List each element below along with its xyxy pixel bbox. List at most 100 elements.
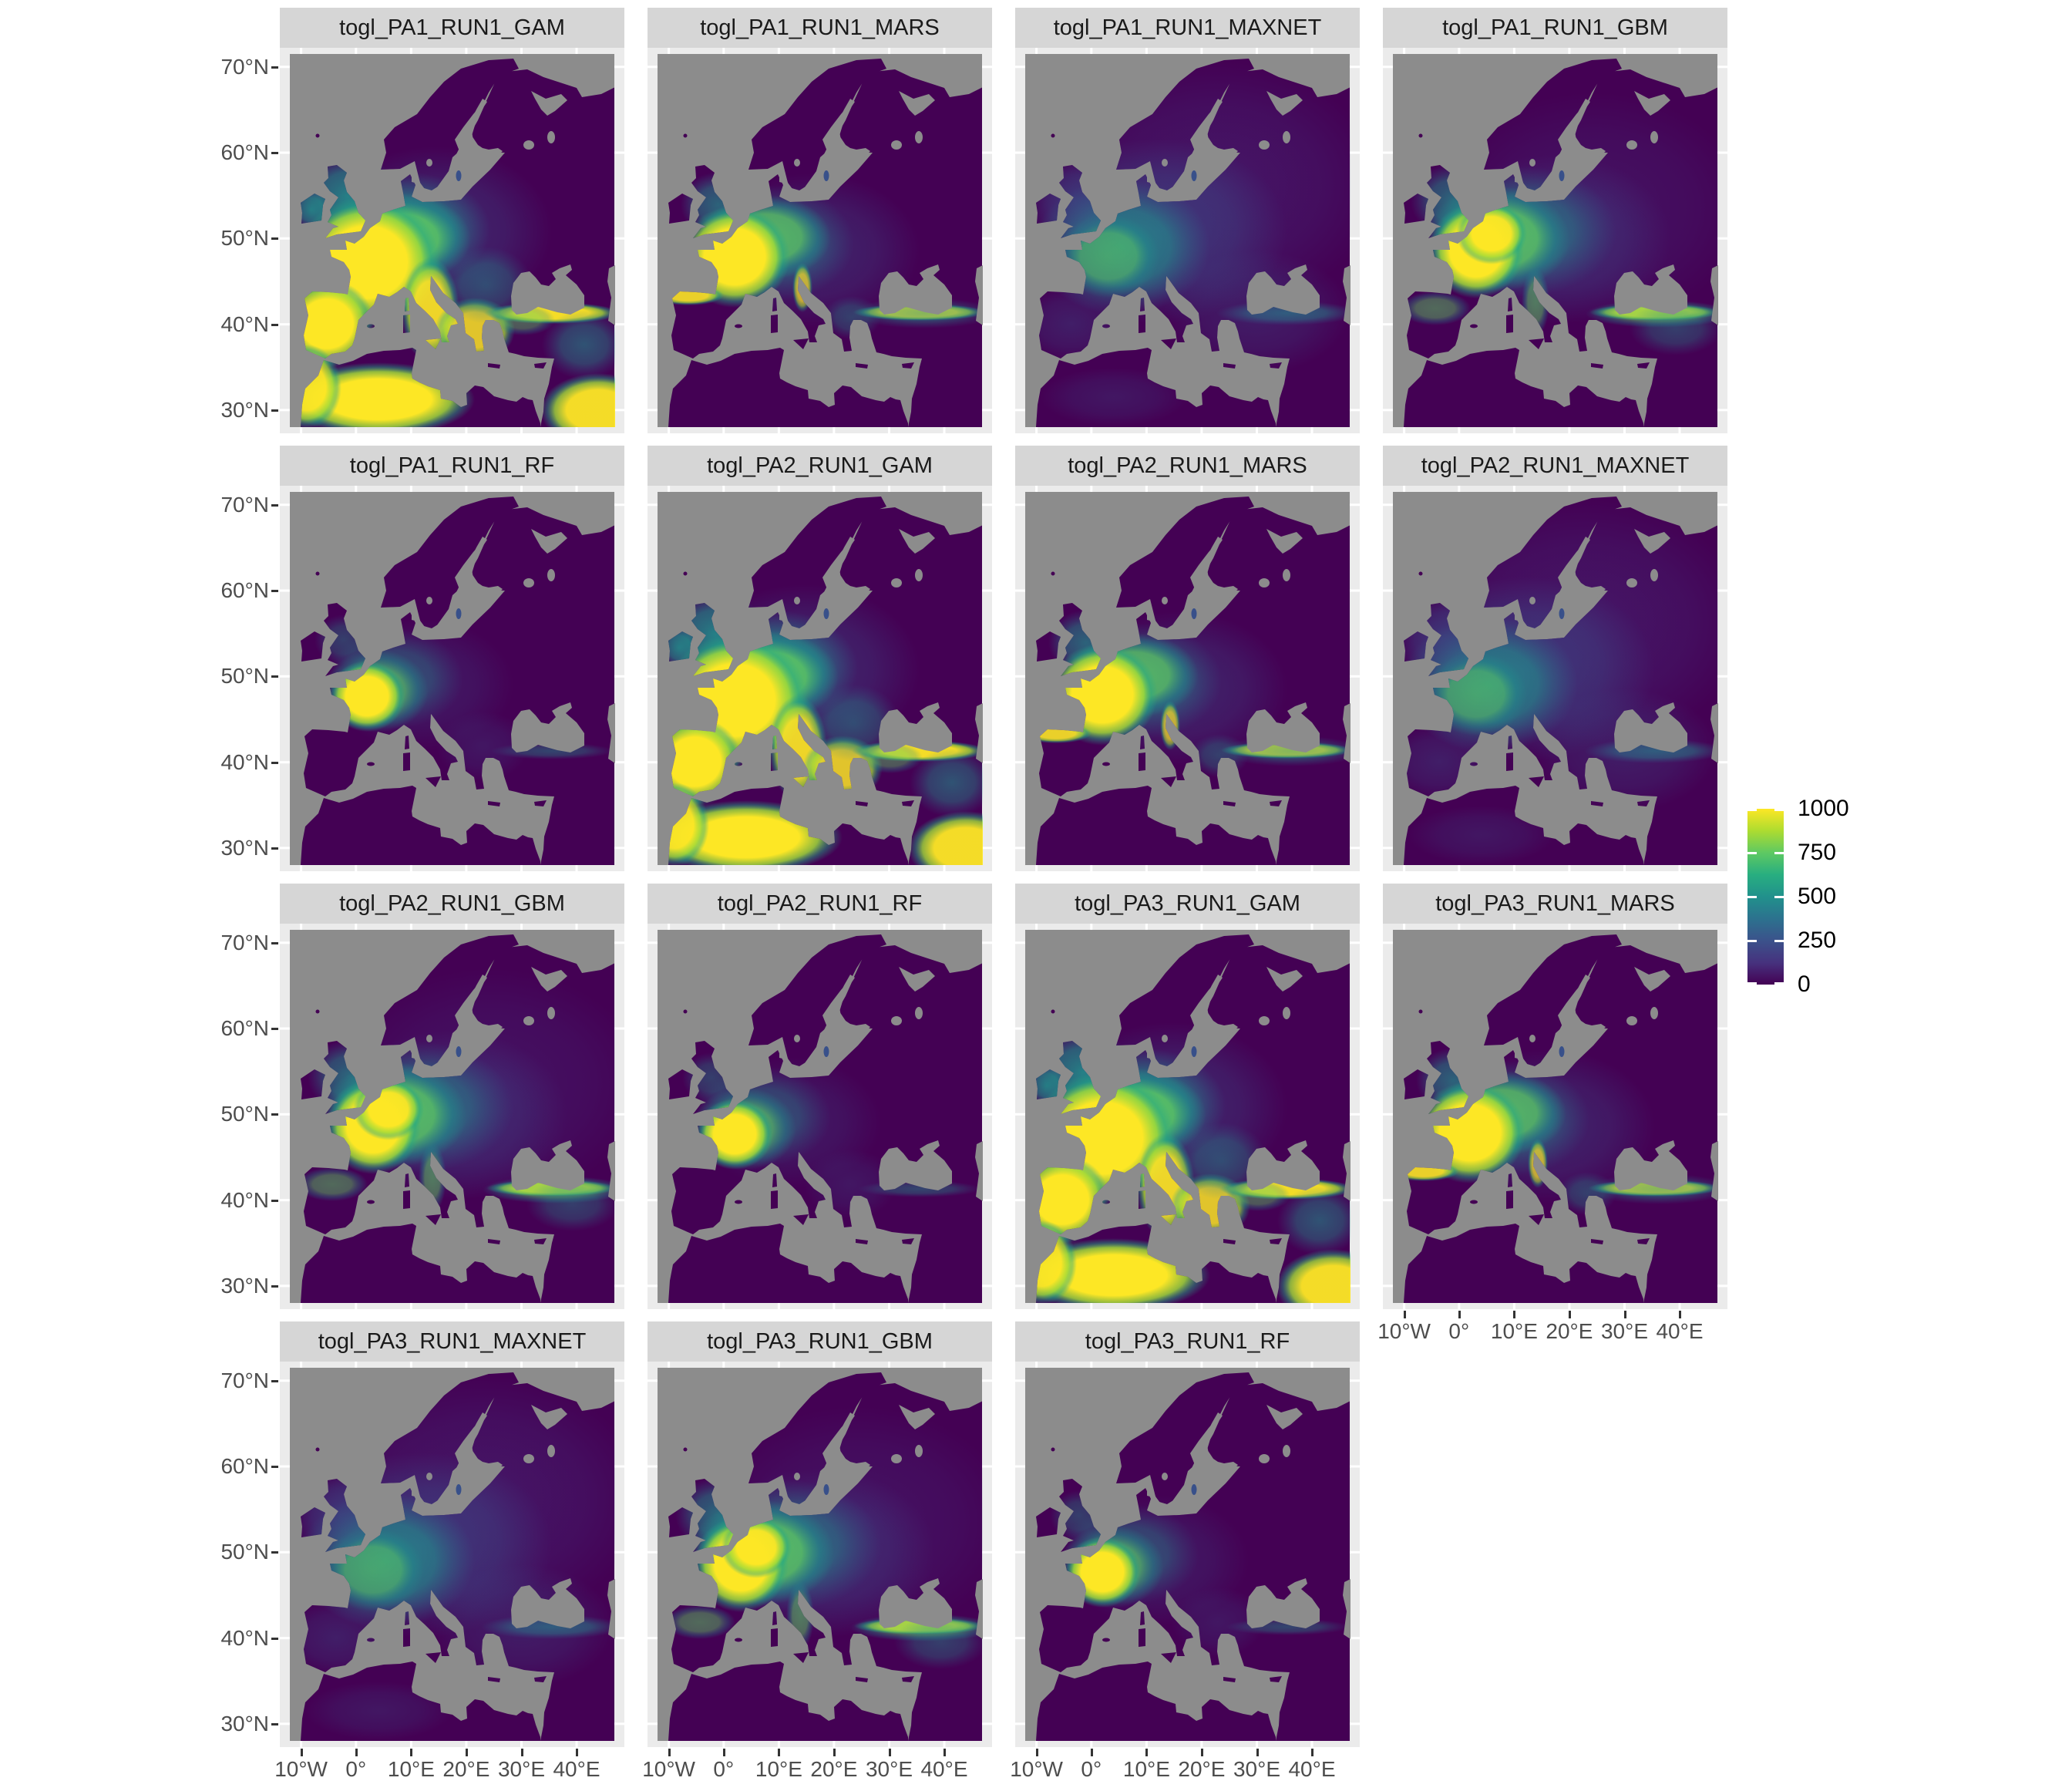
y-axis-tick: [271, 66, 278, 69]
map-panel-mars: [1015, 486, 1360, 871]
y-axis-label: 40°N: [220, 1187, 269, 1212]
map-panel-gam: [280, 48, 624, 433]
legend-tick: [1747, 896, 1757, 898]
y-axis-tick: [271, 847, 278, 850]
facet-title: togl_PA3_RUN1_RF: [1085, 1328, 1290, 1354]
facet-strip: togl_PA1_RUN1_MAXNET: [1015, 8, 1360, 48]
y-axis-label: 40°N: [220, 749, 269, 774]
x-axis-tick: [1145, 1749, 1149, 1756]
x-axis-label: 10°E: [1490, 1319, 1538, 1343]
y-axis-label: 70°N: [220, 930, 269, 954]
gotland-island: [823, 1484, 829, 1495]
legend-tick: [1774, 809, 1784, 811]
facet-strip: togl_PA3_RUN1_GAM: [1015, 884, 1360, 924]
y-axis-label: 30°N: [220, 1711, 269, 1736]
x-axis-tick: [888, 1749, 891, 1756]
x-axis-tick: [1679, 1311, 1681, 1318]
europe-map: [1015, 486, 1360, 871]
facet-strip: togl_PA2_RUN1_GAM: [648, 446, 992, 486]
x-axis-tick: [1458, 1311, 1461, 1318]
facet-strip: togl_PA1_RUN1_RF: [280, 446, 624, 486]
x-axis-label: 0°: [1448, 1319, 1470, 1343]
y-axis-label: 50°N: [220, 1102, 269, 1126]
y-axis-tick: [271, 1284, 278, 1288]
y-axis-label: 60°N: [220, 578, 269, 602]
map-panel-gbm: [280, 924, 624, 1309]
europe-map: [648, 48, 992, 433]
facet-strip: togl_PA3_RUN1_MARS: [1383, 884, 1727, 924]
europe-map: [280, 924, 624, 1309]
map-panel-rf: [648, 924, 992, 1309]
legend-tick: [1774, 852, 1784, 854]
y-axis-tick: [271, 675, 278, 678]
legend-label-0: 0: [1798, 971, 1811, 997]
x-axis-label: 10°W: [1377, 1319, 1431, 1343]
y-axis-tick: [271, 1028, 278, 1030]
y-axis-tick: [271, 941, 278, 944]
europe-map: [648, 924, 992, 1309]
x-axis-tick: [576, 1749, 578, 1756]
x-axis-tick: [1568, 1311, 1571, 1318]
facet-strip: togl_PA2_RUN1_RF: [648, 884, 992, 924]
gotland-island: [1559, 170, 1565, 181]
gotland-island: [1191, 1046, 1197, 1057]
y-axis-label: 50°N: [220, 1540, 269, 1564]
map-panel-gbm: [1383, 48, 1727, 433]
y-axis-tick: [271, 1466, 278, 1468]
gotland-island: [1191, 170, 1197, 181]
y-axis-tick: [271, 409, 278, 412]
facet-title: togl_PA2_RUN1_MARS: [1068, 453, 1307, 478]
map-panel-maxnet: [1015, 48, 1360, 433]
y-axis-label: 30°N: [220, 397, 269, 422]
facet-strip: togl_PA3_RUN1_RF: [1015, 1321, 1360, 1362]
y-axis-label: 30°N: [220, 835, 269, 860]
y-axis-tick: [271, 590, 278, 592]
x-axis-tick: [1090, 1749, 1093, 1756]
legend-tick: [1747, 809, 1757, 811]
gotland-island: [456, 1484, 462, 1495]
map-panel-gam: [648, 486, 992, 871]
facet-title: togl_PA1_RUN1_MAXNET: [1053, 15, 1322, 40]
gotland-island: [1191, 608, 1197, 619]
y-axis-tick: [271, 503, 278, 507]
legend-label-1000: 1000: [1798, 796, 1849, 821]
y-axis-tick: [271, 761, 278, 764]
facet-title: togl_PA2_RUN1_GBM: [339, 890, 565, 916]
legend-label-250: 250: [1798, 928, 1837, 953]
y-axis-tick: [271, 1113, 278, 1116]
facet-strip: togl_PA1_RUN1_MARS: [648, 8, 992, 48]
legend-tick: [1774, 940, 1784, 942]
europe-map: [280, 1362, 624, 1747]
y-axis-tick: [271, 1637, 278, 1640]
x-axis-tick: [778, 1749, 781, 1756]
facet-strip: togl_PA3_RUN1_MAXNET: [280, 1321, 624, 1362]
facet-title: togl_PA1_RUN1_GAM: [339, 15, 565, 40]
europe-map: [1015, 924, 1360, 1309]
y-axis-tick: [271, 1722, 278, 1725]
y-axis-label: 40°N: [220, 311, 269, 336]
facet-title: togl_PA3_RUN1_MAXNET: [318, 1328, 587, 1354]
y-axis-tick: [271, 152, 278, 154]
gotland-island: [456, 608, 462, 619]
map-panel-mars: [1383, 924, 1727, 1309]
x-axis-label: 40°E: [920, 1757, 968, 1781]
europe-map: [648, 486, 992, 871]
y-axis-label: 50°N: [220, 226, 269, 251]
facet-title: togl_PA1_RUN1_MARS: [700, 15, 940, 40]
x-axis-tick: [465, 1749, 468, 1756]
x-axis-tick: [410, 1749, 413, 1756]
legend-label-750: 750: [1798, 840, 1837, 865]
map-panel-gbm: [648, 1362, 992, 1747]
facet-title: togl_PA2_RUN1_RF: [717, 890, 923, 916]
legend-label-500: 500: [1798, 884, 1837, 909]
x-axis-tick: [1623, 1311, 1626, 1318]
facet-title: togl_PA3_RUN1_GAM: [1075, 890, 1300, 916]
x-axis-tick: [832, 1749, 836, 1756]
map-panel-maxnet: [1383, 486, 1727, 871]
gotland-island: [823, 170, 829, 181]
y-axis-label: 30°N: [220, 1273, 269, 1298]
x-axis-tick: [355, 1749, 358, 1756]
y-axis-tick: [271, 1379, 278, 1382]
facet-strip: togl_PA2_RUN1_MAXNET: [1383, 446, 1727, 486]
